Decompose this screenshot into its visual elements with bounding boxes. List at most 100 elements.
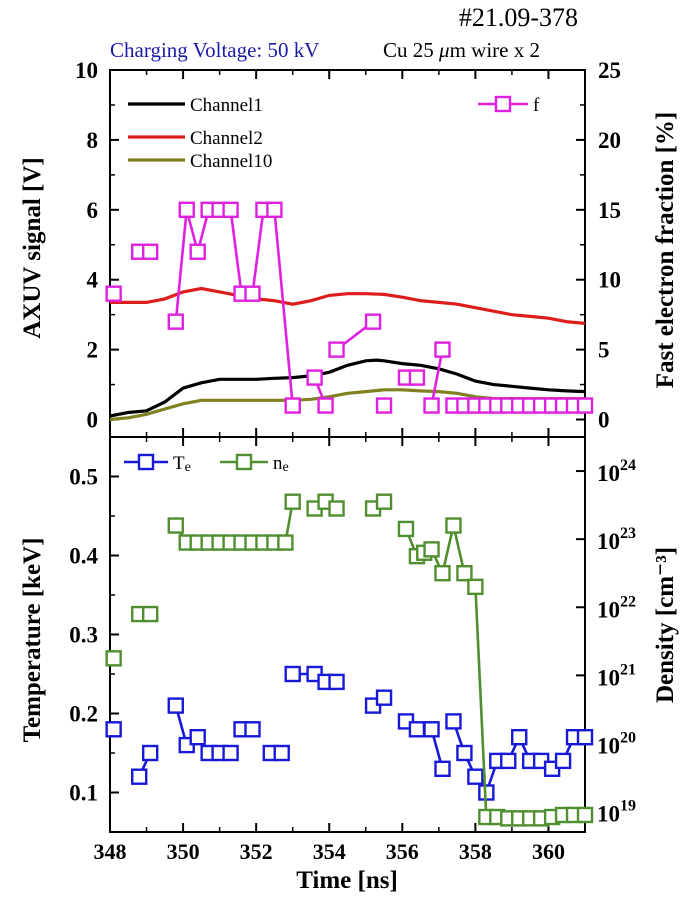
chart-marks: 348 350 352 354 356 358 360 0 2 4 6 8 10 0 5 10 15 20 25 0.… [69, 58, 636, 864]
shot-id: #21.09-378 [459, 3, 578, 32]
x-tick-label: 350 [167, 839, 200, 864]
series-f-marker [167, 313, 184, 330]
top-y2-axis-title: Fast electron fraction [%] [652, 112, 679, 389]
series-f-marker [328, 341, 345, 358]
series-te-marker [244, 721, 261, 738]
legend-label: ne [273, 453, 289, 475]
series-f-marker [222, 201, 239, 219]
charging-voltage-label: Charging Voltage: 50 kV [110, 38, 319, 62]
legend-label: Channel1 [190, 95, 263, 116]
legend-label: Te [173, 453, 191, 475]
series-te-marker [511, 729, 528, 746]
series-te-marker [434, 760, 451, 777]
bottom-y2-tick-label: 1024 [597, 457, 636, 486]
bottom-y-tick-label: 0.2 [69, 702, 98, 727]
top-y2-tick-label: 15 [598, 198, 621, 223]
x-tick-label: 352 [240, 839, 273, 864]
top-y-tick-label: 10 [75, 58, 98, 83]
series-f-marker [434, 341, 451, 358]
series-f-line [139, 208, 585, 407]
top-y-tick-label: 4 [87, 268, 99, 293]
bottom-y-tick-label: 0.5 [69, 465, 98, 490]
series-ne-marker [167, 517, 184, 534]
legend-marker [137, 453, 155, 471]
series-te-marker [222, 744, 239, 762]
x-tick-label: 354 [313, 839, 346, 864]
x-tick-label: 358 [459, 839, 492, 864]
bottom-y-tick-label: 0.3 [69, 623, 98, 648]
top-y2-tick-label: 0 [598, 408, 610, 433]
bottom-y2-axis-title: Density [cm⁻³] [652, 547, 679, 703]
series-f-marker [105, 285, 122, 302]
top-y-tick-label: 8 [87, 128, 99, 153]
series-te-marker [273, 744, 290, 762]
series-ne-marker [423, 541, 440, 558]
series-te-marker [456, 744, 473, 762]
legend-label: f [533, 95, 540, 116]
bottom-y2-tick-label: 1021 [597, 661, 636, 690]
bottom-y-tick-label: 0.4 [69, 544, 98, 569]
top-y2-tick-label: 20 [598, 128, 621, 153]
legend-label: Channel10 [190, 151, 272, 172]
series-channel1-line [109, 358, 586, 418]
top-y2-tick-label: 5 [598, 338, 610, 363]
series-te-marker [189, 729, 206, 746]
series-f-marker [364, 313, 382, 330]
series-ne-marker [456, 565, 473, 582]
series-f-marker [178, 201, 195, 219]
top-y-tick-label: 0 [87, 408, 99, 433]
series-ne-marker [467, 578, 484, 596]
series-channel2-line [110, 286, 586, 325]
bottom-y-axis-title: Temperature [keV] [19, 538, 46, 743]
series-te-marker [284, 665, 301, 683]
series-te-marker [408, 721, 426, 738]
series-ne-marker [328, 500, 345, 517]
series-ne-marker [576, 806, 594, 824]
series-ne-marker [141, 605, 159, 623]
top-y-axis-title: AXUV signal [V] [19, 157, 46, 339]
series-ne-marker [445, 517, 462, 534]
series-te-marker [500, 752, 517, 770]
series-te-marker [423, 721, 440, 738]
series-te-marker [105, 721, 122, 738]
series-te-marker [375, 689, 393, 706]
top-y2-tick-label: 10 [598, 268, 621, 293]
bottom-y2-tick-label: 1022 [597, 593, 636, 622]
legend-label: Channel2 [190, 128, 263, 149]
top-y2-tick-label: 25 [598, 58, 621, 83]
series-te-marker [328, 673, 345, 691]
bottom-y-tick-label: 0.1 [69, 781, 98, 806]
series-f-marker [375, 397, 393, 414]
x-tick-label: 356 [386, 839, 419, 864]
series-f-marker [317, 397, 334, 414]
series-ne-marker [375, 493, 393, 510]
series-f-marker [408, 369, 426, 386]
bottom-y2-tick-label: 1020 [597, 729, 636, 758]
series-f-marker [244, 285, 261, 302]
bottom-y2-tick-label: 1023 [597, 525, 636, 554]
series-te-marker [554, 752, 572, 770]
series-ne-marker [434, 565, 451, 582]
top-y-tick-label: 2 [87, 338, 99, 363]
legend-marker [494, 95, 512, 113]
series-f-marker [576, 397, 594, 414]
series-f-marker [266, 201, 283, 219]
series-f-marker [284, 397, 301, 414]
series-f-marker [189, 243, 206, 260]
x-axis-title: Time [ns] [296, 867, 398, 894]
series-ne-marker [277, 534, 294, 551]
series-te-marker [131, 768, 148, 785]
series-f-marker [423, 397, 440, 414]
wire-label: Cu 25 μm wire x 2 [383, 38, 540, 62]
series-te-marker [141, 744, 159, 762]
series-te-marker [576, 729, 594, 746]
series-f-marker [141, 243, 159, 260]
bottom-panel-frame [109, 436, 586, 833]
top-y-tick-label: 6 [87, 198, 99, 223]
bottom-y2-tick-label: 1019 [597, 798, 636, 827]
x-tick-label: 348 [94, 839, 127, 864]
series-ne-marker [105, 650, 122, 667]
legend-marker [235, 453, 253, 471]
series-te-marker [167, 697, 184, 714]
